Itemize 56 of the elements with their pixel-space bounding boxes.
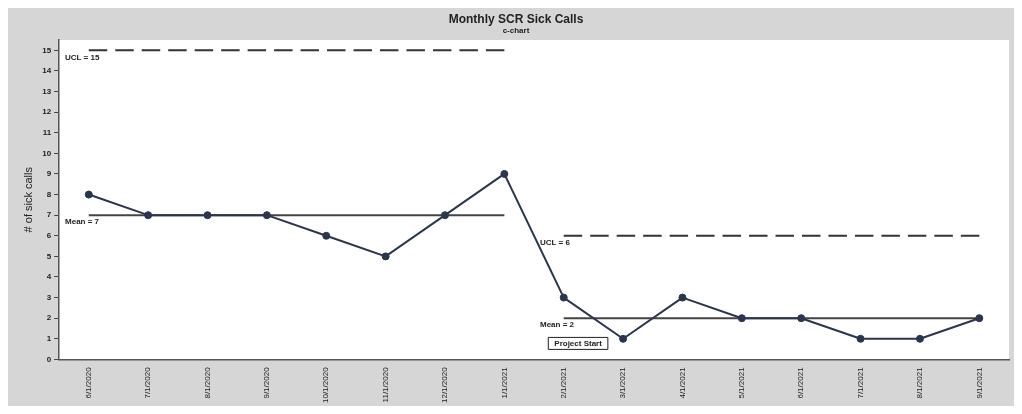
point (856, 334, 865, 343)
x-tick-label: 12/1/2020 (440, 366, 450, 403)
y-tick-label: 5 (46, 251, 52, 261)
x-tick-label: 5/1/2021 (737, 366, 747, 399)
point (203, 211, 212, 220)
annotation: Project Start (554, 338, 603, 348)
y-tick-label: 15 (42, 45, 52, 55)
chart-subtitle: c-chart (502, 26, 530, 36)
annotation: Mean = 7 (65, 217, 100, 227)
x-tick-label: 7/1/2021 (855, 366, 865, 399)
annotation: UCL = 15 (65, 52, 100, 62)
y-tick-label: 2 (46, 313, 52, 323)
x-tick-label: 2/1/2021 (558, 366, 568, 399)
x-tick-label: 8/1/2021 (915, 366, 925, 399)
x-tick-label: 6/1/2020 (83, 366, 93, 399)
point (915, 334, 924, 343)
y-tick-label: 14 (42, 66, 52, 76)
point (84, 190, 93, 199)
x-tick-label: 7/1/2020 (143, 366, 153, 399)
point (144, 211, 153, 220)
x-tick-label: 6/1/2021 (796, 366, 806, 399)
x-tick-label: 11/1/2020 (380, 366, 390, 403)
point (381, 252, 390, 261)
y-tick-label: 11 (42, 127, 52, 137)
point (678, 293, 687, 302)
x-tick-label: 9/1/2021 (974, 366, 984, 399)
point (262, 211, 271, 220)
y-tick-label: 1 (46, 334, 52, 344)
point (975, 314, 984, 323)
point (797, 314, 806, 323)
annotation: UCL = 6 (539, 237, 571, 247)
y-tick-label: 13 (42, 86, 52, 96)
y-tick-label: 4 (46, 272, 52, 282)
y-tick-label: 6 (46, 230, 52, 240)
x-tick-label: 9/1/2020 (262, 366, 272, 399)
y-tick-label: 0 (46, 354, 52, 364)
x-tick-label: 10/1/2020 (321, 366, 331, 403)
point (322, 231, 331, 240)
y-tick-label: 10 (42, 148, 52, 158)
y-tick-label: 8 (46, 189, 52, 199)
y-tick-label: 12 (42, 107, 52, 117)
x-tick-label: 4/1/2021 (677, 366, 687, 399)
chart-title: Monthly SCR Sick Calls (448, 11, 584, 26)
x-tick-label: 1/1/2021 (499, 366, 509, 399)
y-axis-title: # of sick calls (21, 166, 34, 233)
x-tick-label: 3/1/2021 (618, 366, 628, 399)
x-tick-label: 8/1/2020 (202, 366, 212, 399)
point (737, 314, 746, 323)
point (559, 293, 568, 302)
y-tick-label: 3 (46, 292, 52, 302)
point (619, 334, 628, 343)
point (441, 211, 449, 220)
y-tick-label: 7 (46, 210, 52, 220)
point (500, 169, 509, 178)
y-tick-label: 9 (46, 169, 52, 179)
annotation: Mean = 2 (539, 320, 575, 330)
